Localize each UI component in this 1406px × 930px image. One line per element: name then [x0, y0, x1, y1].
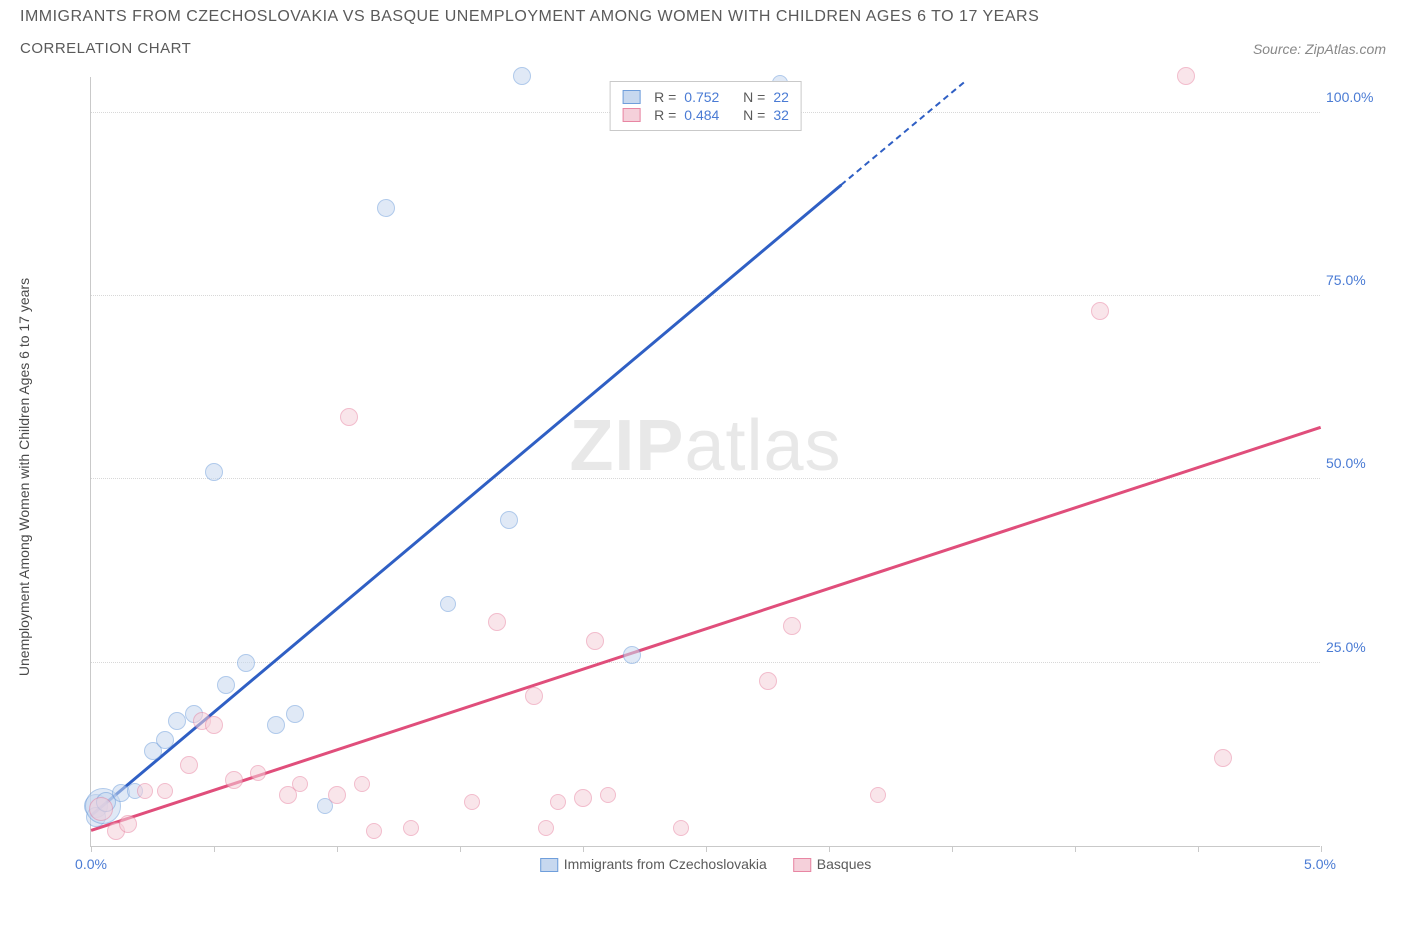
plot-area: ZIPatlas 25.0%50.0%75.0%100.0%0.0%5.0%Im… [90, 77, 1320, 847]
x-tick-label: 0.0% [75, 856, 107, 872]
data-point [440, 596, 456, 612]
x-tick [1321, 846, 1322, 852]
n-value: 22 [773, 89, 789, 105]
x-tick [583, 846, 584, 852]
data-point [1091, 302, 1109, 320]
data-point [366, 823, 382, 839]
legend-swatch [622, 108, 640, 122]
y-tick-label: 25.0% [1326, 639, 1386, 655]
data-point [292, 776, 308, 792]
y-tick-label: 75.0% [1326, 272, 1386, 288]
data-point [586, 632, 604, 650]
legend-item: Immigrants from Czechoslovakia [540, 856, 767, 872]
legend-label: Basques [817, 856, 871, 872]
stats-row: R =0.752 N =22 [622, 88, 789, 106]
data-point [205, 463, 223, 481]
r-value: 0.752 [684, 89, 719, 105]
source-attribution: Source: ZipAtlas.com [1253, 41, 1386, 57]
data-point [217, 676, 235, 694]
data-point [1214, 749, 1232, 767]
series-legend: Immigrants from Czechoslovakia Basques [540, 856, 872, 872]
stats-row: R =0.484 N =32 [622, 106, 789, 124]
data-point [137, 783, 153, 799]
x-tick [460, 846, 461, 852]
data-point [267, 716, 285, 734]
data-point [623, 646, 641, 664]
data-point [340, 408, 358, 426]
data-point [377, 199, 395, 217]
y-tick-label: 100.0% [1326, 89, 1386, 105]
r-value: 0.484 [684, 107, 719, 123]
chart-title: IMMIGRANTS FROM CZECHOSLOVAKIA VS BASQUE… [20, 8, 1386, 26]
watermark: ZIPatlas [569, 405, 841, 487]
trend-line [91, 426, 1322, 832]
data-point [673, 820, 689, 836]
data-point [157, 783, 173, 799]
data-point [205, 716, 223, 734]
legend-swatch [793, 858, 811, 872]
x-tick-label: 5.0% [1304, 856, 1336, 872]
x-tick [214, 846, 215, 852]
gridline [91, 478, 1320, 479]
x-tick [829, 846, 830, 852]
data-point [286, 705, 304, 723]
x-tick [91, 846, 92, 852]
data-point [870, 787, 886, 803]
data-point [156, 731, 174, 749]
legend-swatch [622, 90, 640, 104]
data-point [464, 794, 480, 810]
x-tick [1198, 846, 1199, 852]
legend-item: Basques [793, 856, 871, 872]
data-point [237, 654, 255, 672]
data-point [168, 712, 186, 730]
x-tick [337, 846, 338, 852]
x-tick [706, 846, 707, 852]
data-point [759, 672, 777, 690]
data-point [574, 789, 592, 807]
data-point [783, 617, 801, 635]
data-point [180, 756, 198, 774]
data-point [513, 67, 531, 85]
y-axis-label: Unemployment Among Women with Children A… [16, 278, 32, 676]
data-point [89, 797, 113, 821]
data-point [600, 787, 616, 803]
chart-subtitle: CORRELATION CHART [20, 40, 191, 57]
data-point [550, 794, 566, 810]
data-point [250, 765, 266, 781]
trend-line-extrapolated [841, 82, 965, 186]
data-point [1177, 67, 1195, 85]
correlation-chart: Unemployment Among Women with Children A… [20, 67, 1386, 887]
data-point [354, 776, 370, 792]
legend-swatch [540, 858, 558, 872]
data-point [488, 613, 506, 631]
data-point [538, 820, 554, 836]
data-point [500, 511, 518, 529]
data-point [328, 786, 346, 804]
x-tick [1075, 846, 1076, 852]
data-point [119, 815, 137, 833]
stats-legend: R =0.752 N =22R =0.484 N =32 [609, 81, 802, 131]
data-point [403, 820, 419, 836]
y-tick-label: 50.0% [1326, 455, 1386, 471]
x-tick [952, 846, 953, 852]
legend-label: Immigrants from Czechoslovakia [564, 856, 767, 872]
data-point [525, 687, 543, 705]
data-point [225, 771, 243, 789]
n-value: 32 [773, 107, 789, 123]
